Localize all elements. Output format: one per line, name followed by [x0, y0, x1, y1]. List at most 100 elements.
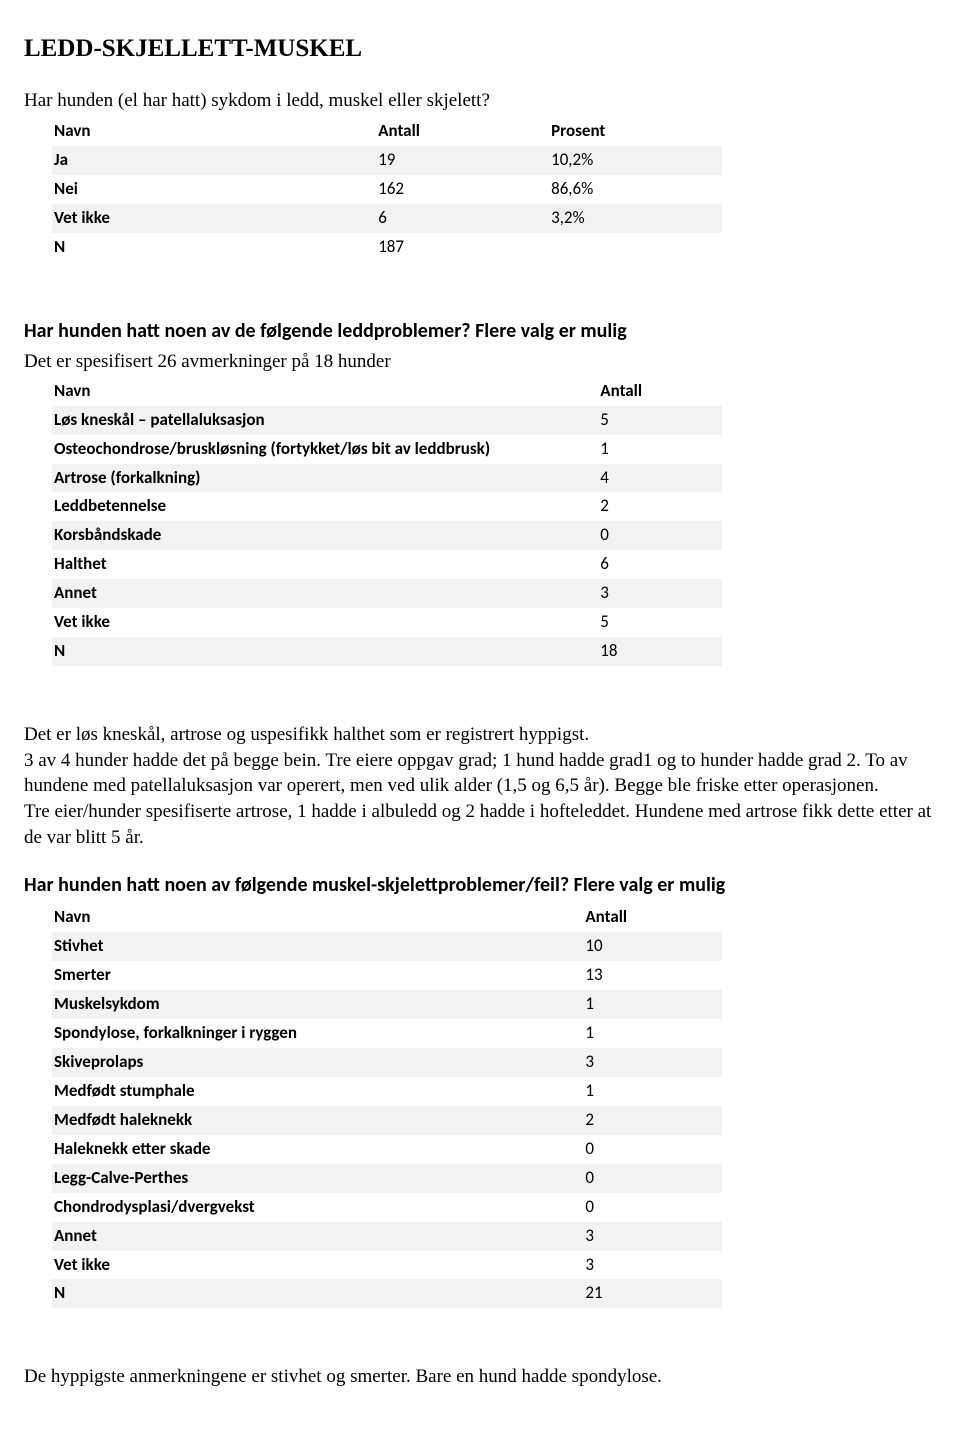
table-row: Muskelsykdom1 [52, 990, 722, 1019]
row-count: 19 [376, 146, 549, 175]
table-row: Medfødt haleknekk2 [52, 1106, 722, 1135]
col-navn: Navn [52, 117, 376, 146]
row-percent [549, 233, 722, 262]
row-label: Artrose (forkalkning) [52, 464, 598, 493]
row-label: Skiveprolaps [52, 1048, 583, 1077]
table-row: Vet ikke3 [52, 1251, 722, 1280]
row-label: Ja [52, 146, 376, 175]
row-count: 3 [583, 1222, 722, 1251]
table-row: Annet3 [52, 1222, 722, 1251]
table-row: Nei16286,6% [52, 175, 722, 204]
row-label: Halthet [52, 550, 598, 579]
table-row: Korsbåndskade0 [52, 521, 722, 550]
q2-text: Har hunden hatt noen av de følgende ledd… [24, 318, 936, 345]
row-count: 187 [376, 233, 549, 262]
table-row: Ja1910,2% [52, 146, 722, 175]
row-label: Smerter [52, 961, 583, 990]
row-label: Vet ikke [52, 608, 598, 637]
row-count: 5 [598, 608, 722, 637]
paragraph-1: Det er løs kneskål, artrose og uspesifik… [24, 722, 936, 850]
table-row: Artrose (forkalkning)4 [52, 464, 722, 493]
row-percent: 10,2% [549, 146, 722, 175]
table-row: Medfødt stumphale1 [52, 1077, 722, 1106]
row-label: Haleknekk etter skade [52, 1135, 583, 1164]
table-row: Løs kneskål – patellaluksasjon5 [52, 406, 722, 435]
row-percent: 86,6% [549, 175, 722, 204]
table-row: Haleknekk etter skade0 [52, 1135, 722, 1164]
row-label: Osteochondrose/bruskløsning (fortykket/l… [52, 435, 598, 464]
row-label: N [52, 233, 376, 262]
col-prosent: Prosent [549, 117, 722, 146]
row-count: 0 [583, 1135, 722, 1164]
table-row: N21 [52, 1279, 722, 1308]
row-count: 1 [583, 990, 722, 1019]
row-count: 4 [598, 464, 722, 493]
row-label: Medfødt stumphale [52, 1077, 583, 1106]
page-title: LEDD-SKJELLETT-MUSKEL [24, 32, 936, 66]
col-antall: Antall [598, 377, 722, 406]
row-count: 0 [583, 1193, 722, 1222]
table-row: Spondylose, forkalkninger i ryggen1 [52, 1019, 722, 1048]
table-row: Annet3 [52, 579, 722, 608]
row-label: Legg-Calve-Perthes [52, 1164, 583, 1193]
table-header-row: Navn Antall [52, 903, 722, 932]
row-count: 18 [598, 637, 722, 666]
col-navn: Navn [52, 377, 598, 406]
paragraph-2: De hyppigste anmerkningene er stivhet og… [24, 1364, 936, 1390]
table-row: Halthet6 [52, 550, 722, 579]
q1-text: Har hunden (el har hatt) sykdom i ledd, … [24, 88, 936, 114]
row-count: 3 [598, 579, 722, 608]
table-header-row: Navn Antall [52, 377, 722, 406]
row-count: 1 [583, 1019, 722, 1048]
row-label: Annet [52, 579, 598, 608]
row-count: 21 [583, 1279, 722, 1308]
row-count: 10 [583, 932, 722, 961]
row-count: 2 [598, 492, 722, 521]
row-label: Korsbåndskade [52, 521, 598, 550]
table-row: N187 [52, 233, 722, 262]
row-count: 6 [598, 550, 722, 579]
row-count: 3 [583, 1251, 722, 1280]
row-label: Stivhet [52, 932, 583, 961]
row-count: 3 [583, 1048, 722, 1077]
table-row: Skiveprolaps3 [52, 1048, 722, 1077]
table-header-row: Navn Antall Prosent [52, 117, 722, 146]
table-row: Chondrodysplasi/dvergvekst0 [52, 1193, 722, 1222]
table-row: N18 [52, 637, 722, 666]
table-row: Smerter13 [52, 961, 722, 990]
q2-table: Navn Antall Løs kneskål – patellaluksasj… [52, 377, 722, 666]
row-label: Løs kneskål – patellaluksasjon [52, 406, 598, 435]
table-row: Legg-Calve-Perthes0 [52, 1164, 722, 1193]
row-label: Annet [52, 1222, 583, 1251]
q3-tbody: Stivhet10Smerter13Muskelsykdom1Spondylos… [52, 932, 722, 1308]
table-row: Osteochondrose/bruskløsning (fortykket/l… [52, 435, 722, 464]
row-count: 5 [598, 406, 722, 435]
row-label: Spondylose, forkalkninger i ryggen [52, 1019, 583, 1048]
table-row: Vet ikke63,2% [52, 204, 722, 233]
table-row: Leddbetennelse2 [52, 492, 722, 521]
row-label: Vet ikke [52, 204, 376, 233]
col-navn: Navn [52, 903, 583, 932]
col-antall: Antall [583, 903, 722, 932]
q1-tbody: Ja1910,2%Nei16286,6%Vet ikke63,2%N187 [52, 146, 722, 262]
col-antall: Antall [376, 117, 549, 146]
table-row: Vet ikke5 [52, 608, 722, 637]
q1-table: Navn Antall Prosent Ja1910,2%Nei16286,6%… [52, 117, 722, 262]
q3-text: Har hunden hatt noen av følgende muskel-… [24, 872, 936, 899]
row-count: 0 [583, 1164, 722, 1193]
row-count: 1 [583, 1077, 722, 1106]
row-count: 1 [598, 435, 722, 464]
table-row: Stivhet10 [52, 932, 722, 961]
row-label: N [52, 637, 598, 666]
row-label: Leddbetennelse [52, 492, 598, 521]
q3-table: Navn Antall Stivhet10Smerter13Muskelsykd… [52, 903, 722, 1308]
row-count: 2 [583, 1106, 722, 1135]
row-percent: 3,2% [549, 204, 722, 233]
q2-subnote: Det er spesifisert 26 avmerkninger på 18… [24, 349, 936, 375]
row-label: Muskelsykdom [52, 990, 583, 1019]
row-label: Medfødt haleknekk [52, 1106, 583, 1135]
row-count: 0 [598, 521, 722, 550]
row-label: Vet ikke [52, 1251, 583, 1280]
row-count: 6 [376, 204, 549, 233]
row-count: 162 [376, 175, 549, 204]
